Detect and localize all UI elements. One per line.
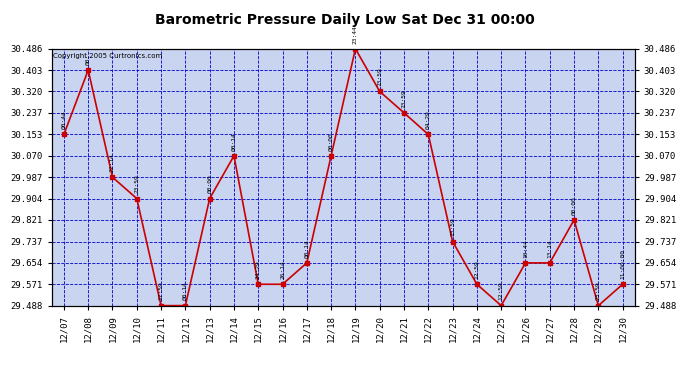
Text: 00:44: 00:44 [61, 111, 66, 129]
Text: 23:59: 23:59 [596, 282, 601, 300]
Text: 00:14: 00:14 [231, 132, 237, 151]
Text: 00:00: 00:00 [328, 132, 334, 151]
Text: 23:59: 23:59 [377, 68, 382, 86]
Text: 10:44: 10:44 [523, 239, 528, 258]
Text: 17:59: 17:59 [159, 282, 164, 300]
Text: 26:14: 26:14 [280, 260, 285, 279]
Text: 13:14: 13:14 [547, 239, 552, 258]
Text: 12:59: 12:59 [475, 260, 480, 279]
Text: 11:00:00: 11:00:00 [620, 249, 625, 279]
Text: 00:: 00: [86, 54, 90, 65]
Text: 24:29: 24:29 [256, 260, 261, 279]
Text: 22:14: 22:14 [110, 153, 115, 172]
Text: 00:14: 00:14 [183, 282, 188, 300]
Text: 23:59: 23:59 [402, 89, 406, 108]
Text: 23:59: 23:59 [135, 175, 139, 194]
Text: 23:59: 23:59 [450, 217, 455, 236]
Text: 00:14: 00:14 [304, 239, 309, 258]
Text: 12:59: 12:59 [499, 282, 504, 300]
Text: 04:29: 04:29 [426, 111, 431, 129]
Text: 23:44: 23:44 [353, 25, 358, 44]
Text: Copyright 2005 Curtronics.com: Copyright 2005 Curtronics.com [53, 53, 162, 58]
Text: 00:00: 00:00 [207, 175, 212, 194]
Text: 00:00: 00:00 [571, 196, 577, 215]
Text: Barometric Pressure Daily Low Sat Dec 31 00:00: Barometric Pressure Daily Low Sat Dec 31… [155, 13, 535, 27]
